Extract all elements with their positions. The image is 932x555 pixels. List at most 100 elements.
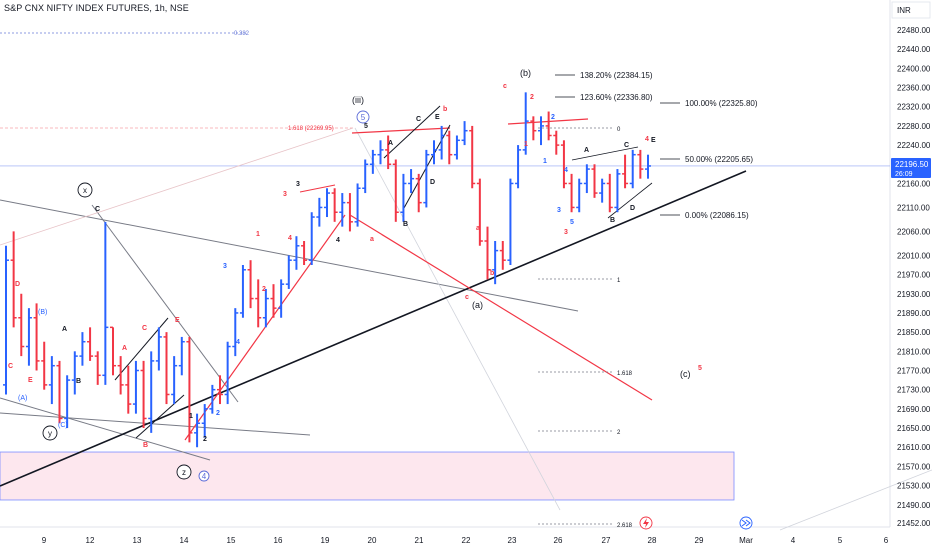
price-tick-label: 21452.00 <box>897 519 931 528</box>
price-bar <box>385 135 392 170</box>
grey-faint-diag-right <box>779 469 932 531</box>
date-tick-label: Mar <box>739 536 753 545</box>
date-tick-label: 26 <box>554 536 563 545</box>
red-top-line <box>351 127 451 134</box>
date-tick-label: 19 <box>321 536 330 545</box>
price-bar <box>79 332 86 366</box>
current-price-value: 22196.50 <box>895 160 929 169</box>
price-bar <box>224 341 231 405</box>
date-tick-label: 16 <box>274 536 283 545</box>
price-bar <box>392 159 399 222</box>
price-tick-label: 22400.00 <box>897 64 931 73</box>
price-tick-label: 22480.00 <box>897 26 931 35</box>
price-bar <box>293 236 300 270</box>
date-tick-label: 29 <box>695 536 704 545</box>
date-tick-label: 6 <box>884 536 889 545</box>
price-bar <box>140 360 147 429</box>
price-bar <box>64 375 71 429</box>
price-tick-label: 22110.00 <box>897 203 930 212</box>
price-bar <box>538 116 544 146</box>
red-up-channel <box>184 214 346 441</box>
wave-iii: (iii) <box>352 95 364 105</box>
date-tick-label: 27 <box>602 536 611 545</box>
wave-count-label: 3 <box>283 191 287 198</box>
date-tick-label: 9 <box>42 536 47 545</box>
wave-count-label: 5 <box>364 123 368 130</box>
price-tick-label: 21610.00 <box>897 443 931 452</box>
price-bar <box>476 178 483 246</box>
price-bar <box>270 284 277 318</box>
wave-count-label: 2 <box>216 410 220 417</box>
price-bar <box>247 260 254 309</box>
red-down-line <box>349 214 653 401</box>
wave-z: z <box>182 468 186 477</box>
wave-count-label: C <box>8 363 13 370</box>
fib-red-1618-label: 1.618 (22269.95) <box>288 126 334 132</box>
wave-count-label: A <box>584 147 589 154</box>
wave-circ-4-circle <box>198 470 210 482</box>
date-tick-label: 20 <box>368 536 377 545</box>
price-bar <box>201 404 208 438</box>
triangle-bottom <box>607 182 653 219</box>
date-tick-label: 28 <box>648 536 657 545</box>
price-bar <box>499 241 506 270</box>
price-bar <box>446 130 453 165</box>
wave-count-label: 4 <box>236 339 240 346</box>
triangle-top <box>571 146 639 161</box>
red-small-line <box>299 184 336 193</box>
price-bar <box>209 384 216 414</box>
wave-B-paren: (B) <box>38 309 47 316</box>
price-bar <box>155 327 162 371</box>
price-bar <box>171 356 178 405</box>
wave-count-label: A <box>62 326 67 333</box>
fib-lower-label-0: 0 <box>617 127 621 133</box>
price-tick-label: 21850.00 <box>897 328 931 337</box>
price-bar <box>301 241 308 265</box>
wave-count-label: E <box>28 377 33 384</box>
wave-count-label: 3 <box>557 207 561 214</box>
price-tick-label: 21890.00 <box>897 309 931 318</box>
price-tick-label: 22280.00 <box>897 122 931 131</box>
price-bar <box>316 197 323 227</box>
wave-count-label: B <box>143 442 148 449</box>
price-tick-label: 21970.00 <box>897 271 931 280</box>
wave-count-label: B <box>610 217 615 224</box>
wave-circ-4: 4 <box>202 472 207 481</box>
price-bar <box>255 279 262 328</box>
price-bar <box>71 351 78 395</box>
fib-lower-label-3: 2 <box>617 430 621 436</box>
price-bar <box>163 332 170 405</box>
price-tick-label: 21810.00 <box>897 347 931 356</box>
wave-count-label: 1 <box>543 158 547 165</box>
price-bar <box>614 169 621 213</box>
wave-count-label: 2 <box>530 94 534 101</box>
fib-label-3: 50.00% (22205.65) <box>685 155 753 164</box>
wave-C-paren: (C) <box>58 422 68 429</box>
price-tick-label: 21690.00 <box>897 405 931 414</box>
wave-y: y <box>48 429 52 438</box>
price-bar <box>469 125 476 189</box>
price-bar <box>87 327 94 361</box>
wave-count-label: A <box>122 345 127 352</box>
main-uptrend-line <box>0 170 747 487</box>
price-bar <box>362 159 369 194</box>
wave-count-label: C <box>142 325 147 332</box>
price-bar <box>25 308 32 366</box>
price-bar <box>553 130 560 155</box>
price-tick-label: 21490.00 <box>897 501 931 510</box>
current-price-badge <box>891 157 931 178</box>
chart-title: S&P CNX NIFTY INDEX FUTURES, 1h, NSE <box>4 3 189 13</box>
wave-count-label: 4 <box>288 235 292 242</box>
price-bar <box>606 173 613 213</box>
candle-countdown: 26:09 <box>895 171 913 178</box>
price-bar <box>339 193 346 227</box>
wave-circ-5-circle <box>356 110 370 124</box>
price-bar <box>278 279 285 318</box>
price-bar <box>576 178 583 213</box>
wave-count-label: D <box>430 179 435 186</box>
wave-count-label: c <box>465 294 469 301</box>
wave-x: x <box>83 186 87 195</box>
price-tick-label: 21570.00 <box>897 462 931 471</box>
wave-count-label: 4 <box>564 167 568 174</box>
